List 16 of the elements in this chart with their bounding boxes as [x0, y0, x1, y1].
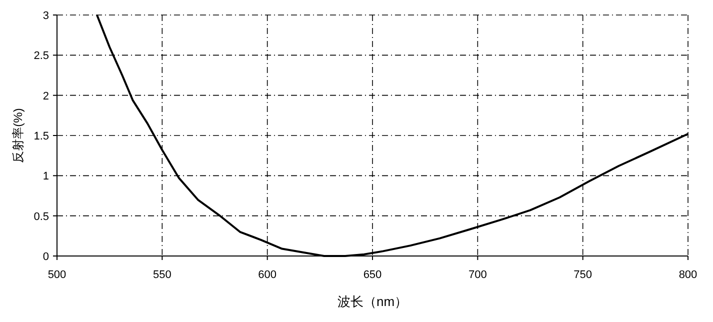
y-tick-label: 2: [42, 90, 49, 102]
y-axis-title: 反射率(%): [11, 108, 25, 163]
x-tick-label: 600: [258, 269, 277, 281]
y-tick-label: 2.5: [34, 50, 49, 62]
y-tick-label: 0.5: [34, 210, 49, 223]
y-tick-label: 3: [42, 10, 49, 22]
x-tick-label: 700: [468, 269, 487, 281]
x-axis-title: 波长（nm）: [337, 294, 408, 309]
y-tick-label: 1: [42, 170, 49, 183]
x-tick-label: 750: [574, 269, 592, 281]
y-tick-label: 1.5: [34, 130, 49, 142]
x-tick-label: 800: [678, 269, 698, 281]
x-tick-label: 500: [48, 269, 66, 281]
x-tick-label: 650: [363, 269, 382, 281]
x-tick-label: 550: [152, 269, 172, 281]
y-tick-label: 0: [42, 251, 49, 263]
